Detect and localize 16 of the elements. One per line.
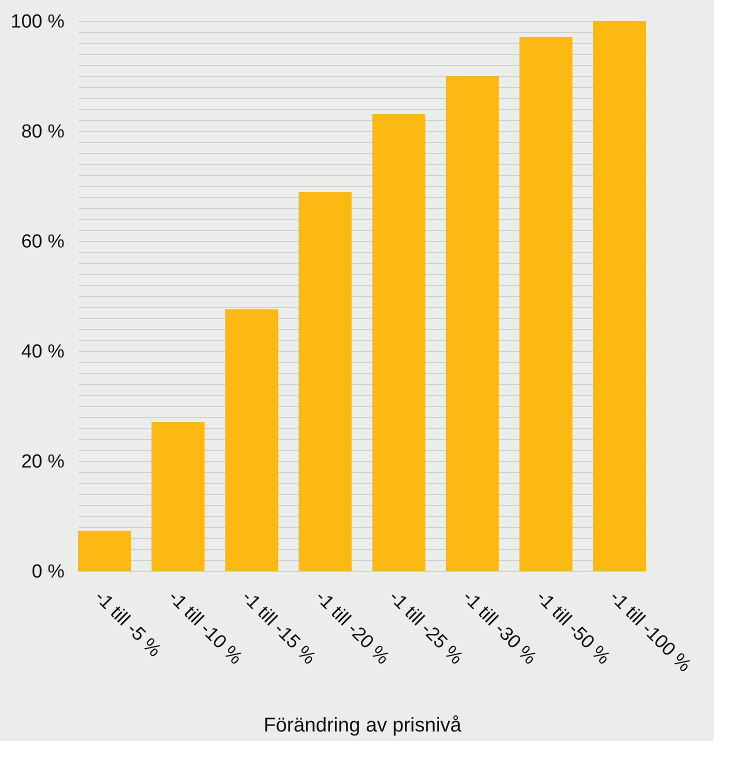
y-tick-label: 20 %: [21, 452, 65, 472]
x-axis-title: Förändring av prisnivå: [264, 714, 462, 737]
y-tick-label: 40 %: [21, 342, 65, 362]
y-tick-label: 60 %: [21, 232, 65, 252]
y-tick-label: 0 %: [32, 562, 65, 582]
bar: [446, 76, 499, 571]
bar: [372, 114, 426, 571]
bar: [519, 36, 572, 571]
bar: [298, 192, 352, 571]
bar: [78, 530, 131, 571]
bar: [152, 422, 205, 571]
y-tick-label: 80 %: [21, 122, 65, 142]
bar: [225, 309, 278, 571]
bar: [593, 21, 646, 571]
x-tick-label: -1 till -5 %: [90, 586, 165, 662]
y-tick-label: 100 %: [10, 12, 65, 32]
